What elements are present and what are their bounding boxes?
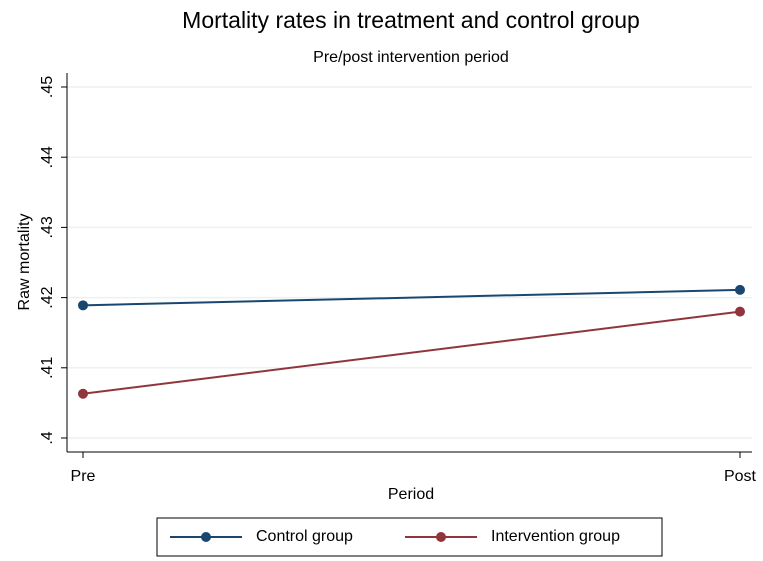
legend-marker [201,532,211,542]
y-tick-label: .44 [39,146,56,168]
legend-marker [436,532,446,542]
legend-label: Control group [256,528,353,545]
point [735,306,745,317]
legend-label: Intervention group [491,528,620,545]
point [735,284,745,295]
y-axis-label: Raw mortality [16,214,33,311]
y-tick-label: .4 [39,431,56,444]
chart-subtitle: Pre/post intervention period [313,49,509,66]
point [78,300,88,311]
y-tick-label: .45 [39,76,56,98]
series-line [82,288,741,307]
y-tick-label: .43 [39,216,56,238]
x-tick-label: Pre [71,468,96,485]
series-line [82,310,741,395]
y-tick-label: .42 [39,286,56,308]
chart-title: Mortality rates in treatment and control… [182,7,640,33]
y-tick-label: .41 [39,357,56,379]
point [78,388,88,399]
x-tick-label: Post [724,468,757,485]
x-axis-label: Period [388,486,434,503]
